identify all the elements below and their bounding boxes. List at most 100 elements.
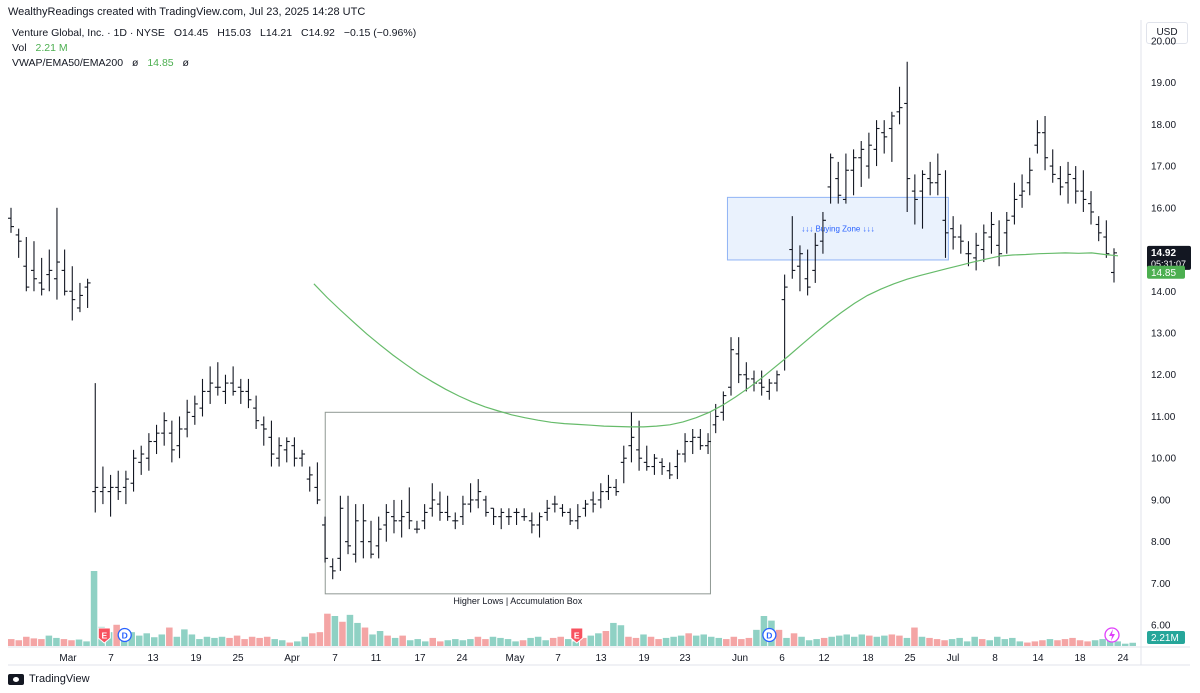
volume-bar [602, 631, 610, 646]
volume-bar [820, 637, 828, 646]
legend-symbol-row[interactable]: Venture Global, Inc. · 1D · NYSE O14.45 … [12, 26, 416, 41]
volume-bar [956, 637, 963, 646]
event-badge-label: E [101, 631, 107, 641]
ema-line [313, 252, 1119, 428]
volume-bar [888, 634, 896, 646]
ohlc-bar [237, 378, 244, 404]
ohlc-bar [521, 508, 528, 521]
ohlc-bar [1049, 149, 1056, 183]
volume-bar [549, 637, 557, 646]
lightning-icon-glyph [1109, 629, 1115, 641]
ohlc-bar [99, 466, 106, 505]
earnings-event-badge[interactable]: E [570, 627, 584, 644]
volume-bar [452, 639, 459, 646]
ohlc-bar [482, 495, 489, 517]
volume-bar [361, 627, 369, 646]
ohlc-bar [605, 474, 612, 500]
x-tick-label: 24 [456, 653, 468, 664]
volume-bar [309, 633, 316, 646]
x-tick-label: 25 [904, 653, 916, 664]
volume-bar [143, 633, 151, 646]
dividend-icon [762, 627, 777, 643]
legend-change: −0.15 (−0.96%) [343, 27, 417, 39]
last-price-box [1147, 245, 1191, 270]
x-tick-label: Jul [947, 653, 960, 664]
volume-bar [1121, 643, 1129, 646]
y-tick-label: 18.00 [1151, 120, 1176, 131]
x-tick-label: 19 [638, 653, 650, 664]
volume-bar [993, 636, 1001, 646]
y-tick-label: 10.00 [1151, 454, 1176, 465]
ohlc-bar [659, 458, 666, 475]
volume-bar [278, 640, 286, 646]
legend-low: L14.21 [259, 27, 293, 39]
ohlc-bar [69, 266, 76, 321]
ohlc-bar [513, 508, 520, 525]
volume-bar [753, 629, 760, 646]
legend-open: O14.45 [173, 27, 209, 39]
legend-ind-label: VWAP/EMA50/EMA200 [12, 57, 124, 69]
event-badge-label: D [122, 631, 128, 641]
ohlc-bar [597, 483, 604, 509]
volume-bar [211, 637, 218, 646]
dividend-event-badge[interactable]: D [117, 627, 132, 643]
volume-bar [677, 635, 685, 646]
ohlc-bar [253, 395, 260, 429]
ohlc-bar [314, 462, 321, 505]
volume-bar [158, 634, 166, 646]
volume-bar [1106, 640, 1114, 646]
volume-bar [203, 636, 211, 646]
legend-high: H15.03 [217, 27, 252, 39]
ohlc-bar [76, 282, 83, 313]
volume-bar [399, 635, 406, 646]
ohlc-bar [153, 424, 160, 455]
currency-button[interactable]: USD [1146, 22, 1188, 44]
volume-bar [828, 636, 835, 646]
volume-bar [301, 636, 309, 646]
legend-vol-value: 2.21 M [35, 42, 68, 54]
volume-bar [23, 636, 30, 646]
ohlc-bar [705, 433, 712, 455]
legend-volume-row[interactable]: Vol 2.21 M [12, 41, 416, 56]
ohlc-bar [927, 161, 934, 196]
legend-indicator-row[interactable]: VWAP/EMA50/EMA200 ø 14.85 ø [12, 56, 416, 71]
chart-credit: WealthyReadings created with TradingView… [8, 6, 366, 18]
ohlc-bar [973, 232, 980, 271]
y-tick-label: 6.00 [1151, 621, 1171, 632]
volume-bar [1129, 642, 1136, 646]
volume-bar [1016, 641, 1024, 646]
ohlc-bar [1057, 166, 1064, 196]
volume-bar [30, 638, 38, 646]
ema-price-label: 14.85 [1147, 265, 1185, 279]
legend-symbol[interactable]: Venture Global, Inc. · 1D · NYSE [12, 27, 165, 39]
ohlc-bar [452, 512, 459, 530]
ohlc-bar [904, 61, 911, 212]
volume-bar [858, 634, 866, 646]
footer-brand[interactable]: TradingView [8, 673, 90, 685]
lightning-icon[interactable] [1104, 627, 1120, 643]
earnings-event-badge[interactable]: E [97, 627, 111, 644]
volume-bar [512, 641, 519, 646]
volume-bar [918, 636, 926, 646]
ohlc-bar [291, 437, 298, 467]
ohlc-bar [950, 216, 957, 250]
dividend-event-badge[interactable]: D [762, 627, 777, 643]
buying-zone-label: ↓↓↓ Buying Zone ↓↓↓ [801, 225, 874, 234]
volume-bar [406, 640, 414, 646]
ohlc-bar [184, 399, 191, 438]
volume-bar [467, 639, 474, 646]
volume-bar [873, 636, 881, 646]
volume-bar [166, 627, 173, 646]
volume-bar [640, 634, 647, 646]
ohlc-bar [628, 412, 635, 463]
volume-bar [391, 637, 399, 646]
ohlc-bar [651, 454, 658, 475]
ohlc-bar [942, 170, 949, 258]
x-tick-label: 13 [147, 653, 159, 664]
ohlc-bar [858, 141, 865, 187]
ohlc-bar [1095, 216, 1102, 242]
accumulation-box-label: Higher Lows | Accumulation Box [453, 596, 582, 606]
ohlc-bar [735, 337, 742, 384]
volume-bar [286, 642, 294, 646]
